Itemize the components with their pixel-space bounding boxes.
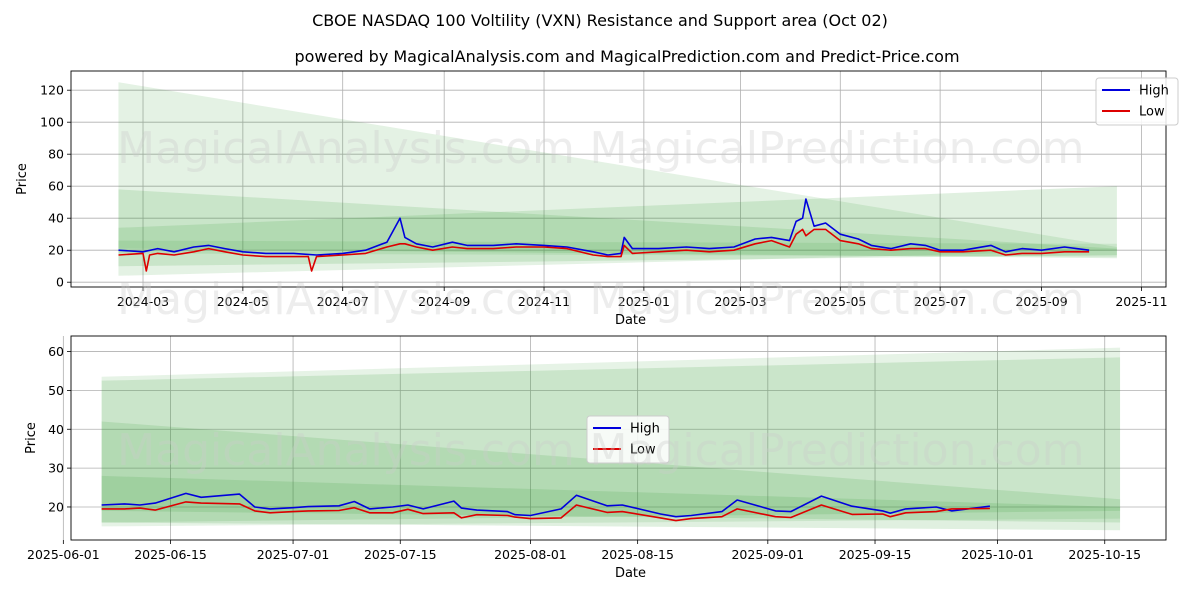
support-resistance-band	[118, 186, 1117, 259]
x-tick-label: 2024-11	[518, 294, 570, 309]
y-tick-label: 30	[48, 461, 64, 476]
y-tick-label: 100	[40, 115, 64, 130]
watermark-prediction-bottom: MagicalPrediction.com	[590, 425, 1085, 476]
chart-legend: High Low	[586, 415, 670, 464]
chart-legend: High Low	[1095, 77, 1179, 126]
legend-label-low: Low	[630, 443, 656, 458]
x-tick-label: 2025-07	[914, 294, 966, 309]
x-tick-label: 2025-01	[618, 294, 670, 309]
x-tick-label: 2025-11	[1115, 294, 1167, 309]
x-tick-label: 2025-07-01	[257, 547, 330, 562]
x-tick-label: 2025-06-01	[27, 547, 100, 562]
support-resistance-band	[118, 82, 1117, 276]
x-tick-label: 2025-08-01	[494, 547, 567, 562]
x-tick-label: 2024-03	[117, 294, 169, 309]
y-tick-label: 60	[48, 179, 64, 194]
top-price-chart: 2024-03 2024-05 2024-07 2024-09 2024-11 2025-…	[15, 70, 1179, 328]
x-tick-label: 2025-06-15	[134, 547, 207, 562]
x-tick-label: 2025-10-15	[1068, 547, 1141, 562]
legend-label-high: High	[1139, 84, 1169, 99]
chart-subtitle: powered by MagicalAnalysis.com and Magic…	[294, 47, 959, 66]
y-axis-label: Price	[15, 163, 30, 195]
bottom-price-chart: 2025-06-01 2025-06-15 2025-07-01 2025-07-15…	[24, 335, 1167, 581]
watermark-prediction-mid: MagicalPrediction.com	[590, 274, 1085, 325]
series-line-high	[101, 492, 990, 518]
y-tick-label: 0	[56, 275, 64, 290]
series-line-high	[118, 198, 1090, 256]
x-tick-label: 2025-08-15	[601, 547, 674, 562]
plot-frame	[70, 70, 1167, 288]
y-axis-label: Price	[24, 422, 39, 454]
y-tick-label: 120	[40, 83, 64, 98]
y-tick-label: 60	[48, 344, 64, 359]
price-lines	[118, 198, 1090, 272]
watermark-analysis-mid: MagicalAnalysis.com	[117, 274, 575, 325]
y-tick-label: 40	[48, 211, 64, 226]
support-resistance-band	[101, 475, 1121, 523]
x-tick-label: 2025-07-15	[364, 547, 437, 562]
watermark-analysis-bottom: MagicalAnalysis.com	[117, 425, 575, 476]
x-axis-label: Date	[615, 313, 646, 328]
x-tick-label: 2024-07	[317, 294, 369, 309]
x-tick-label: 2024-09	[418, 294, 470, 309]
x-tick-label: 2025-10-01	[961, 547, 1034, 562]
y-tick-label: 80	[48, 147, 64, 162]
support-resistance-bands	[118, 82, 1117, 276]
x-tick-label: 2025-09-01	[731, 547, 804, 562]
series-line-low	[101, 501, 990, 522]
watermark-analysis-top: MagicalAnalysis.com	[117, 123, 575, 174]
price-lines	[101, 492, 990, 522]
y-tick-label: 20	[48, 243, 64, 258]
x-tick-label: 2024-05	[217, 294, 269, 309]
legend-label-low: Low	[1139, 105, 1165, 120]
y-tick-label: 20	[48, 499, 64, 514]
series-line-low	[118, 228, 1090, 272]
chart-title: CBOE NASDAQ 100 Voltility (VXN) Resistan…	[312, 11, 888, 30]
legend-label-high: High	[630, 422, 660, 437]
y-tick-label: 50	[48, 383, 64, 398]
x-tick-label: 2025-09-15	[839, 547, 912, 562]
x-tick-label: 2025-09	[1015, 294, 1067, 309]
watermark-prediction-top: MagicalPrediction.com	[590, 123, 1085, 174]
plot-frame	[70, 335, 1167, 541]
x-tick-label: 2025-05	[814, 294, 866, 309]
y-tick-label: 40	[48, 422, 64, 437]
x-axis-label: Date	[615, 566, 646, 581]
x-tick-label: 2025-03	[714, 294, 766, 309]
